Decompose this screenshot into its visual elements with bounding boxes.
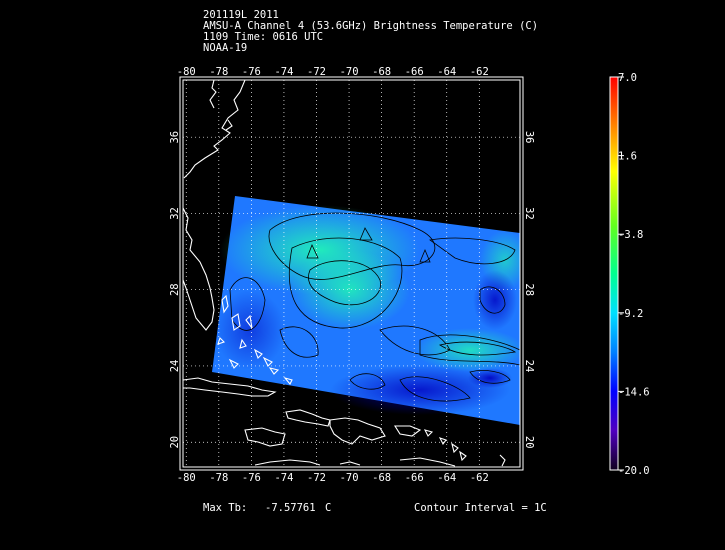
colorbar	[609, 76, 619, 471]
lon-tick-label-top: -66	[405, 66, 424, 78]
lon-tick-label-top: -78	[209, 66, 228, 78]
max-tb-label: Max Tb:	[203, 502, 248, 514]
title-line-3: 1109 Time: 0616 UTC	[203, 31, 324, 43]
max-tb-value: -7.57761	[265, 502, 316, 514]
lon-tick-label-top: -80	[177, 66, 196, 78]
lat-tick-label-right: 32	[523, 207, 535, 220]
lat-tick-label-right: 24	[523, 360, 535, 373]
lon-tick-label-bottom: -74	[274, 472, 293, 484]
lat-tick-label-left: 20	[169, 436, 181, 449]
max-tb-unit: C	[325, 502, 332, 514]
lat-tick-label-left: 24	[169, 360, 181, 373]
lon-tick-label-bottom: -80	[177, 472, 196, 484]
plot-frame	[182, 79, 521, 468]
outer-frame	[179, 76, 524, 471]
lon-tick-label-bottom: -62	[470, 472, 489, 484]
colorbar-label: -14.6	[618, 386, 650, 398]
title-line-2: AMSU-A Channel 4 (53.6GHz) Brightness Te…	[203, 20, 539, 32]
title-line-4: NOAA-19	[203, 42, 248, 54]
data-swath	[212, 196, 520, 425]
lon-tick-label-top: -68	[372, 66, 391, 78]
contour-interval: Contour Interval = 1C	[414, 502, 547, 514]
colorbar-label: -3.8	[618, 229, 643, 241]
lon-tick-label-bottom: -72	[307, 472, 326, 484]
lon-tick-label-top: -76	[242, 66, 261, 78]
lon-tick-label-bottom: -78	[209, 472, 228, 484]
lon-tick-label-bottom: -76	[242, 472, 261, 484]
lat-tick-label-left: 32	[169, 207, 181, 220]
lon-tick-label-top: -70	[340, 66, 359, 78]
lat-tick-label-left: 28	[169, 283, 181, 296]
coastlines	[183, 80, 506, 467]
lon-tick-label-bottom: -70	[340, 472, 359, 484]
lat-tick-label-left: 36	[169, 131, 181, 144]
colorbar-label: 1.6	[618, 151, 637, 163]
lat-tick-label-right: 28	[523, 283, 535, 296]
lon-tick-label-bottom: -64	[437, 472, 456, 484]
lon-tick-label-top: -62	[470, 66, 489, 78]
title-line-1: 201119L 2011	[203, 9, 279, 21]
lat-tick-label-right: 36	[523, 131, 535, 144]
colorbar-label: 7.0	[618, 72, 637, 84]
graticule	[183, 80, 520, 467]
colorbar-label: -20.0	[618, 465, 650, 477]
lon-tick-label-top: -72	[307, 66, 326, 78]
lon-tick-label-top: -74	[274, 66, 293, 78]
lon-tick-label-top: -64	[437, 66, 456, 78]
colorbar-label: -9.2	[618, 308, 643, 320]
lat-tick-label-right: 20	[523, 436, 535, 449]
lon-tick-label-bottom: -68	[372, 472, 391, 484]
lon-tick-label-bottom: -66	[405, 472, 424, 484]
